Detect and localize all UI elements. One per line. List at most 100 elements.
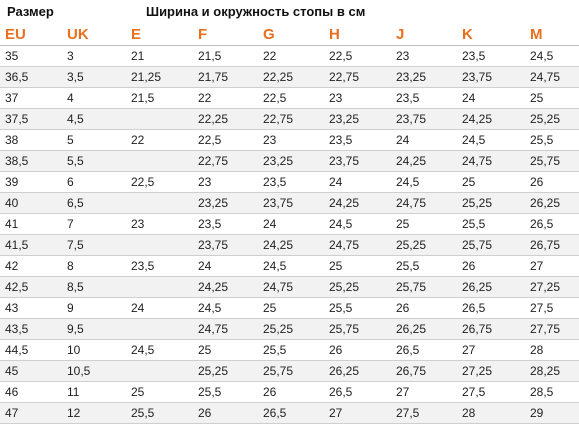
cell-f: 24 [193,255,258,277]
cell-g: 22,25 [258,66,324,88]
cell-eu: 47 [0,402,62,424]
cell-j: 24,75 [391,192,457,214]
cell-k: 25,5 [457,213,525,235]
cell-g: 24 [258,213,324,235]
table-row: 44,5 10 24,5 25 25,5 26 26,5 27 28 [0,339,579,361]
cell-k: 23,5 [457,45,525,67]
cell-eu: 41 [0,213,62,235]
cell-f: 22,5 [193,129,258,151]
cell-g: 22,5 [258,87,324,109]
cell-h: 22,75 [324,66,391,88]
cell-e: 25 [126,381,193,403]
cell-eu: 37 [0,87,62,109]
cell-h: 23 [324,87,391,109]
cell-eu: 35 [0,45,62,67]
cell-uk: 4,5 [62,108,126,130]
cell-f: 26 [193,402,258,424]
cell-e [126,360,193,382]
cell-h: 26,5 [324,381,391,403]
cell-h: 25,75 [324,318,391,340]
cell-e [126,150,193,172]
cell-m: 28 [525,339,579,361]
cell-e [126,108,193,130]
cell-h: 23,25 [324,108,391,130]
table-row: 36,5 3,5 21,25 21,75 22,25 22,75 23,25 23,75 24,… [0,66,579,88]
cell-m: 27,5 [525,297,579,319]
cell-m: 25,25 [525,108,579,130]
cell-g: 25,5 [258,339,324,361]
cell-uk: 7,5 [62,234,126,256]
cell-m: 24,5 [525,45,579,67]
cell-uk: 5 [62,129,126,151]
table-row: 45 10,5 25,25 25,75 26,25 26,75 27,25 28,25 [0,360,579,382]
cell-k: 24,5 [457,129,525,151]
cell-e [126,234,193,256]
cell-e: 25,5 [126,402,193,424]
cell-f: 21,75 [193,66,258,88]
cell-j: 26,5 [391,339,457,361]
cell-eu: 37,5 [0,108,62,130]
cell-m: 27,75 [525,318,579,340]
cell-uk: 10 [62,339,126,361]
cell-k: 24 [457,87,525,109]
cell-f: 22,75 [193,150,258,172]
cell-h: 26,25 [324,360,391,382]
cell-g: 26,5 [258,402,324,424]
cell-g: 23 [258,129,324,151]
cell-h: 24,5 [324,213,391,235]
cell-f: 23,75 [193,234,258,256]
cell-k: 25,25 [457,192,525,214]
table-row: 38 5 22 22,5 23 23,5 24 24,5 25,5 [0,129,579,151]
cell-eu: 46 [0,381,62,403]
cell-uk: 11 [62,381,126,403]
column-header-uk: UK [62,24,126,46]
cell-m: 28,5 [525,381,579,403]
cell-j: 26 [391,297,457,319]
cell-j: 23 [391,45,457,67]
table-row: 37,5 4,5 22,25 22,75 23,25 23,75 24,25 25,25 [0,108,579,130]
cell-eu: 38,5 [0,150,62,172]
cell-m: 26,5 [525,213,579,235]
cell-h: 24 [324,171,391,193]
cell-j: 23,75 [391,108,457,130]
cell-e: 22 [126,129,193,151]
cell-h: 25 [324,255,391,277]
cell-e: 21,5 [126,87,193,109]
cell-j: 25,75 [391,276,457,298]
cell-m: 26 [525,171,579,193]
cell-h: 27 [324,402,391,424]
column-header-f: F [193,24,258,46]
cell-eu: 43 [0,297,62,319]
cell-uk: 8,5 [62,276,126,298]
cell-uk: 3,5 [62,66,126,88]
cell-f: 23,5 [193,213,258,235]
cell-g: 23,75 [258,192,324,214]
cell-k: 27,5 [457,381,525,403]
cell-j: 27 [391,381,457,403]
cell-g: 24,75 [258,276,324,298]
cell-j: 23,5 [391,87,457,109]
cell-m: 25,5 [525,129,579,151]
cell-k: 26,5 [457,297,525,319]
cell-h: 23,75 [324,150,391,172]
table-row: 40 6,5 23,25 23,75 24,25 24,75 25,25 26,25 [0,192,579,214]
cell-h: 26 [324,339,391,361]
cell-uk: 9 [62,297,126,319]
cell-k: 27 [457,339,525,361]
cell-eu: 39 [0,171,62,193]
table-row: 35 3 21 21,5 22 22,5 23 23,5 24,5 [0,45,579,67]
cell-m: 26,75 [525,234,579,256]
table-body: 35 3 21 21,5 22 22,5 23 23,5 24,5 36,5 3,5 21,25 21,… [0,45,579,424]
cell-g: 22,75 [258,108,324,130]
title-row: Размер Ширина и окружность стопы в см [0,0,579,24]
cell-f: 24,5 [193,297,258,319]
cell-m: 27 [525,255,579,277]
column-header-k: K [457,24,525,46]
cell-f: 24,75 [193,318,258,340]
cell-g: 22 [258,45,324,67]
cell-m: 25 [525,87,579,109]
column-header-j: J [391,24,457,46]
cell-g: 25 [258,297,324,319]
cell-e: 23,5 [126,255,193,277]
cell-eu: 45 [0,360,62,382]
